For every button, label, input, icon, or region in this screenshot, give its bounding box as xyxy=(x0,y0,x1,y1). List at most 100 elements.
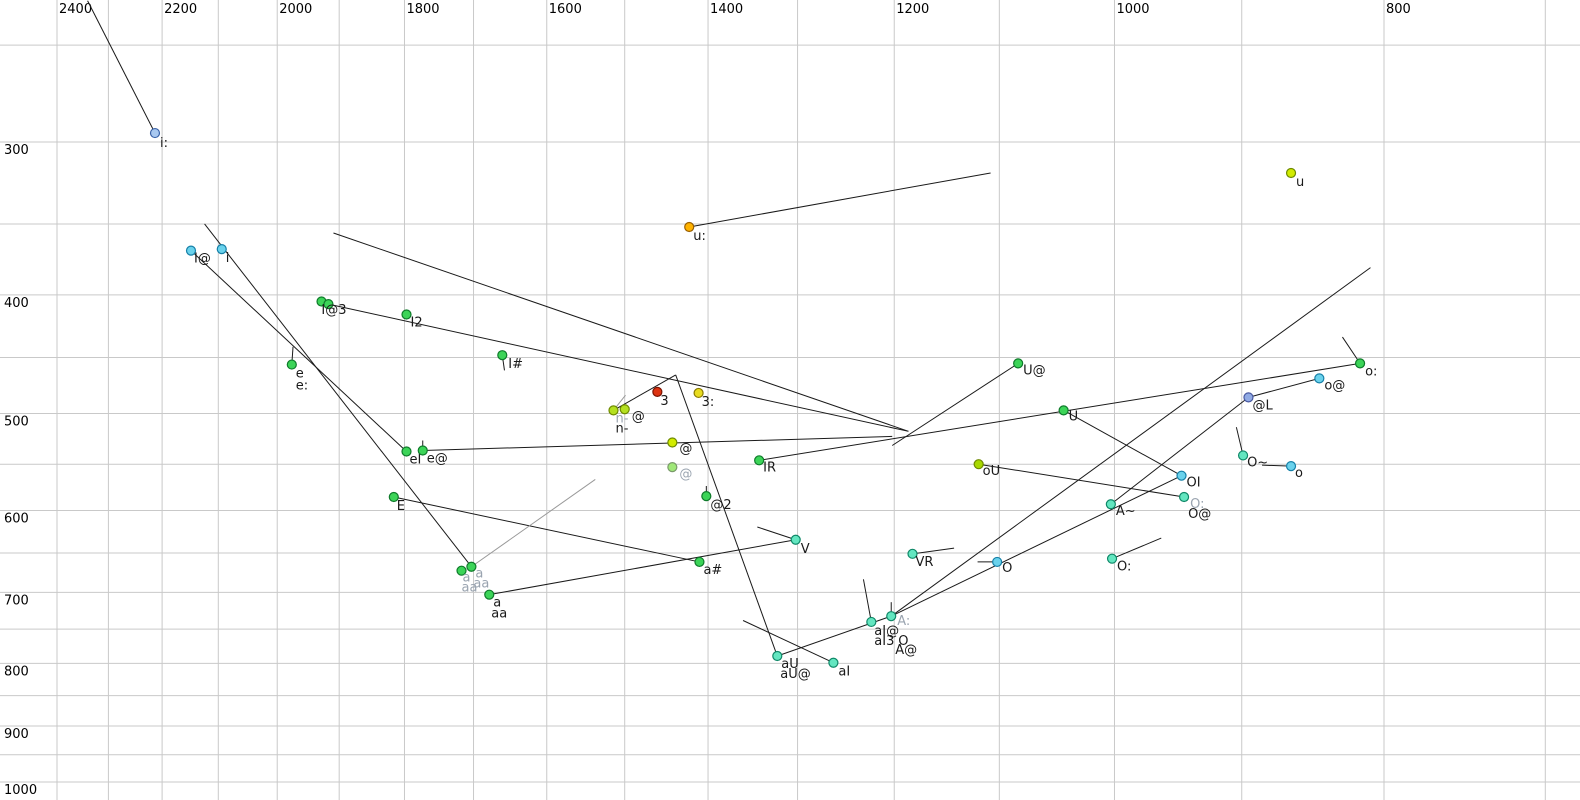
point-label-o-long: o: xyxy=(1365,364,1377,379)
y-tick-label: 1000 xyxy=(4,783,37,798)
point-label-a#: a# xyxy=(703,563,722,578)
point-label-e: e xyxy=(296,367,304,382)
data-point-OI xyxy=(1176,470,1187,481)
trajectory-line xyxy=(891,362,1019,446)
axis-tick-labels: 2400 2200 2000 1800 1600 1400 1200 1000 800 300 40… xyxy=(4,2,1411,798)
point-label-V: V xyxy=(801,542,810,557)
trajectory-line xyxy=(757,526,796,541)
trajectory-line xyxy=(912,547,955,555)
data-point-a xyxy=(484,589,495,600)
point-label-@-gray: @ xyxy=(679,467,692,482)
trajectory-line xyxy=(978,463,1185,498)
point-label-n-dash-a: n- xyxy=(615,421,628,436)
point-label-I@3: I@3 xyxy=(321,303,346,318)
point-label-VR: VR xyxy=(915,555,933,570)
trajectory-line xyxy=(333,232,909,432)
data-point-u xyxy=(1285,167,1297,179)
point-label-A~: A~ xyxy=(1116,504,1136,519)
data-point-I@3 xyxy=(323,299,334,310)
y-tick-label: 700 xyxy=(4,593,29,608)
point-label-O@: O: xyxy=(1190,497,1204,512)
data-point-IR xyxy=(754,455,765,466)
x-tick-label: 1400 xyxy=(710,2,743,17)
point-label-O: O xyxy=(1002,561,1012,576)
trajectory-line xyxy=(204,223,472,568)
data-point-E xyxy=(388,491,399,503)
trajectory-line xyxy=(422,435,893,451)
trajectory-line xyxy=(742,620,834,664)
data-point-O~ xyxy=(1237,450,1249,461)
y-tick-label: 300 xyxy=(4,143,29,158)
data-point-U@ xyxy=(1013,358,1024,369)
trajectory-line xyxy=(1248,377,1320,398)
x-tick-label: 1600 xyxy=(549,2,582,17)
point-label-aU: aU xyxy=(781,657,798,672)
x-tick-label: 1000 xyxy=(1116,2,1149,17)
data-point-eI xyxy=(401,446,412,457)
data-point-I@ xyxy=(185,245,197,256)
point-label-e: e: xyxy=(296,379,308,394)
point-label-U@: U@ xyxy=(1023,363,1046,378)
point-label-U: U xyxy=(1069,409,1079,424)
data-point-n-dash-b xyxy=(619,404,630,415)
trajectory-line xyxy=(471,479,596,568)
point-label-aI@: aI@ xyxy=(874,624,899,639)
point-label-oU: oU xyxy=(983,464,1000,479)
point-label-A-long: A@ xyxy=(895,643,917,658)
trajectory-line xyxy=(862,579,872,623)
x-tick-label: 1800 xyxy=(406,2,439,17)
y-tick-label: 500 xyxy=(4,415,29,430)
point-label-aU: aU@ xyxy=(780,667,810,682)
data-point-oU xyxy=(973,459,984,470)
x-tick-label: 800 xyxy=(1386,2,1411,17)
data-point-a# xyxy=(694,556,705,568)
point-label-n-dash-b: @ xyxy=(632,409,645,424)
data-point-aU xyxy=(772,650,783,662)
x-tick-label: 1200 xyxy=(896,2,929,17)
y-tick-label: 400 xyxy=(4,296,29,311)
data-point-n-dash-a xyxy=(608,405,619,416)
data-point-a-gray-2 xyxy=(466,561,477,572)
data-point-VR xyxy=(907,548,918,559)
point-label-A-long: O xyxy=(898,634,908,649)
data-point-o-long xyxy=(1354,358,1366,369)
data-point-A-long xyxy=(886,611,897,622)
data-point-o@ xyxy=(1314,373,1325,384)
point-label-I@: I@ xyxy=(194,252,211,267)
data-point-@-gray xyxy=(667,461,678,473)
data-point-V xyxy=(790,534,801,545)
data-point-@L xyxy=(1243,392,1254,403)
x-tick-label: 2000 xyxy=(279,2,312,17)
data-point-3-long xyxy=(693,387,704,399)
point-label-O@: O@ xyxy=(1188,507,1211,522)
y-tick-label: 900 xyxy=(4,727,29,742)
data-point-I# xyxy=(497,350,508,361)
point-label-O-long: O: xyxy=(1117,560,1131,575)
point-label-@L: @L xyxy=(1252,398,1273,413)
point-label-a: a xyxy=(493,596,501,611)
point-label-a-gray-1: aa xyxy=(462,581,478,596)
data-point-I2 xyxy=(401,309,412,320)
point-label-a: aa xyxy=(491,607,507,622)
data-point-o xyxy=(1285,461,1297,472)
data-point-@ xyxy=(667,437,678,448)
trajectory-line xyxy=(675,374,778,657)
point-label-a-gray-1: a xyxy=(463,571,471,586)
point-label-E: E xyxy=(397,499,405,514)
data-point-A~ xyxy=(1105,499,1116,510)
point-label-u-long: u: xyxy=(693,229,706,244)
data-point-i xyxy=(216,244,227,255)
point-label-IR: IR xyxy=(763,460,776,475)
trajectory-line xyxy=(1111,537,1162,560)
point-label-OI: OI xyxy=(1187,476,1201,491)
data-point-i-long xyxy=(149,127,161,139)
point-label-eI: eI xyxy=(410,452,422,467)
y-tick-label: 600 xyxy=(4,511,29,526)
trajectory-line xyxy=(87,0,156,134)
data-point-aI xyxy=(828,657,839,668)
point-label-aI: aI xyxy=(838,665,850,680)
trajectory-lines xyxy=(87,0,1371,664)
data-point-u-long xyxy=(684,221,695,233)
